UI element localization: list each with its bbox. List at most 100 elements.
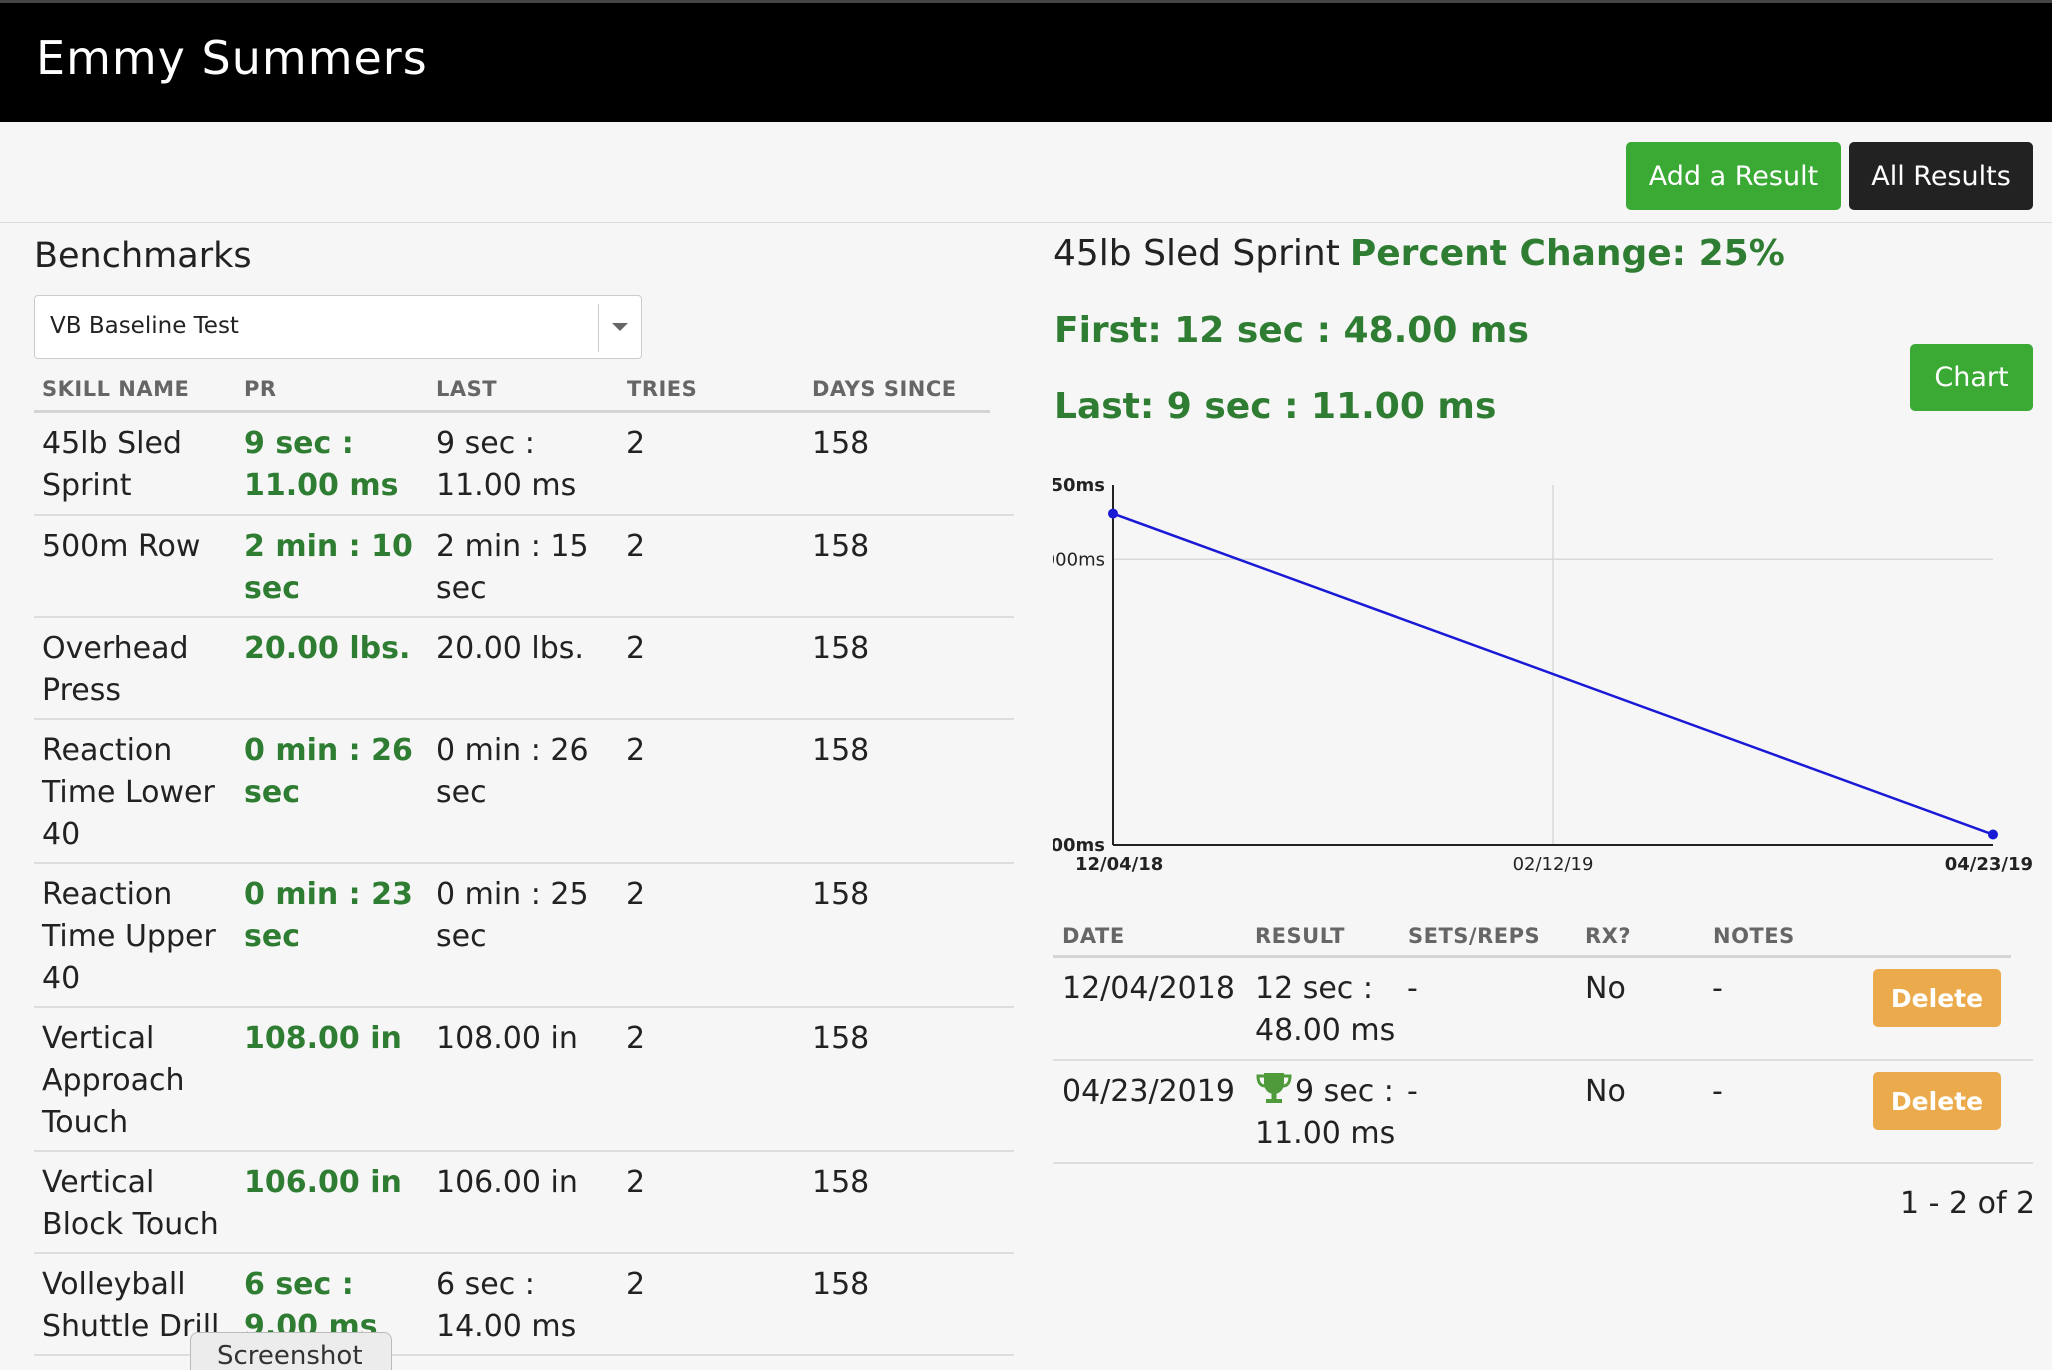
days-since-value: 158 — [812, 877, 870, 912]
pr-value: 108.00 in — [244, 1021, 402, 1056]
result-date: 04/23/2019 — [1062, 1074, 1235, 1109]
detail-skill-name: 45lb Sled Sprint — [1053, 233, 1340, 274]
days-since-value: 158 — [812, 1267, 870, 1302]
trophy-icon — [1256, 1073, 1292, 1103]
table-row[interactable]: Volleyball Shuttle Drill 6 sec : 9.00 ms… — [34, 1254, 1014, 1356]
days-since-value: 158 — [812, 426, 870, 461]
pr-value: 20.00 lbs. — [244, 631, 411, 666]
chart-y-tick-label: 000ms — [1053, 549, 1105, 570]
result-row[interactable]: 04/23/2019 9 sec : 11.00 ms - No - Delet… — [1053, 1061, 2033, 1164]
benchmark-select[interactable]: VB Baseline Test — [34, 295, 642, 359]
result-notes: - — [1712, 971, 1723, 1006]
all-results-button[interactable]: All Results — [1849, 142, 2033, 210]
days-since-value: 158 — [812, 733, 870, 768]
last-result: Last: 9 sec : 11.00 ms — [1054, 386, 1497, 427]
last-value: 106.00 in — [436, 1165, 578, 1200]
delete-button[interactable]: Delete — [1873, 1072, 2001, 1130]
benchmarks-heading: Benchmarks — [34, 236, 252, 276]
skill-name: Vertical Block Touch — [42, 1165, 219, 1242]
pr-value: 2 min : 10 sec — [244, 529, 413, 606]
results-header-divider — [1053, 955, 2011, 958]
col-result[interactable]: RESULT — [1255, 924, 1345, 948]
add-result-button[interactable]: Add a Result — [1626, 142, 1841, 210]
pr-value: 0 min : 26 sec — [244, 733, 413, 810]
last-value: 6 sec : 14.00 ms — [436, 1267, 577, 1344]
skill-name: Reaction Time Upper 40 — [42, 877, 216, 996]
table-row[interactable]: Vertical Approach Touch 108.00 in 108.00… — [34, 1008, 1014, 1152]
pr-value: 0 min : 23 sec — [244, 877, 413, 954]
result-value: 9 sec : 11.00 ms — [1255, 1074, 1396, 1151]
table-row[interactable]: Reaction Time Upper 40 0 min : 23 sec 0 … — [34, 864, 1014, 1008]
tries-value: 2 — [626, 426, 646, 461]
tries-value: 2 — [626, 877, 646, 912]
chart-data-point — [1108, 508, 1118, 519]
result-date: 12/04/2018 — [1062, 971, 1235, 1006]
chart-x-tick-label: 04/23/19 — [1945, 854, 2033, 875]
tries-value: 2 — [626, 1267, 646, 1302]
detail-heading: 45lb Sled Sprint Percent Change: 25% — [1053, 233, 1785, 274]
skill-name: 500m Row — [42, 529, 201, 564]
last-value: 0 min : 25 sec — [436, 877, 589, 954]
benchmark-select-value: VB Baseline Test — [50, 313, 239, 339]
skill-name: 45lb Sled Sprint — [42, 426, 182, 503]
table-row[interactable]: 45lb Sled Sprint 9 sec : 11.00 ms 9 sec … — [34, 413, 1014, 516]
result-rx: No — [1585, 1074, 1626, 1109]
chart-y-tick-label: 000ms — [1053, 835, 1105, 856]
pagination-summary: 1 - 2 of 2 — [1900, 1186, 2036, 1221]
chevron-down-icon[interactable] — [612, 323, 628, 331]
chart-x-tick-label: 12/04/18 — [1075, 854, 1163, 875]
pr-value: 106.00 in — [244, 1165, 402, 1200]
screenshot-tab[interactable]: Screenshot — [190, 1332, 392, 1370]
table-row[interactable]: Overhead Press 20.00 lbs. 20.00 lbs. 2 1… — [34, 618, 1014, 720]
tries-value: 2 — [626, 733, 646, 768]
tries-value: 2 — [626, 631, 646, 666]
col-rx[interactable]: RX? — [1585, 924, 1632, 948]
percent-change: Percent Change: 25% — [1349, 233, 1785, 274]
table-row[interactable]: Reaction Time Lower 40 0 min : 26 sec 0 … — [34, 720, 1014, 864]
skill-name: Overhead Press — [42, 631, 189, 708]
col-skill-name[interactable]: SKILL NAME — [42, 377, 190, 401]
action-bar: Add a Result All Results — [0, 122, 2052, 223]
col-date[interactable]: DATE — [1062, 924, 1125, 948]
skill-name: Reaction Time Lower 40 — [42, 733, 215, 852]
col-last[interactable]: LAST — [436, 377, 498, 401]
chart-series-line — [1112, 512, 1994, 836]
last-value: 0 min : 26 sec — [436, 733, 589, 810]
result-row[interactable]: 12/04/2018 12 sec : 48.00 ms - No - Dele… — [1053, 958, 2033, 1061]
result-sets-reps: - — [1407, 971, 1418, 1006]
col-pr[interactable]: PR — [244, 377, 277, 401]
pr-value: 9 sec : 11.00 ms — [244, 426, 399, 503]
col-days-since[interactable]: DAYS SINCE — [812, 377, 957, 401]
skill-name: Vertical Approach Touch — [42, 1021, 185, 1140]
col-tries[interactable]: TRIES — [627, 377, 698, 401]
table-row[interactable]: 500m Row 2 min : 10 sec 2 min : 15 sec 2… — [34, 516, 1014, 618]
top-bar: Emmy Summers — [0, 0, 2052, 122]
chart-button[interactable]: Chart — [1910, 344, 2033, 411]
col-notes[interactable]: NOTES — [1713, 924, 1795, 948]
tries-value: 2 — [626, 1165, 646, 1200]
tries-value: 2 — [626, 1021, 646, 1056]
col-sets-reps[interactable]: SETS/REPS — [1408, 924, 1541, 948]
last-value: 108.00 in — [436, 1021, 578, 1056]
chart-data-point — [1988, 829, 1998, 840]
skill-name: Volleyball Shuttle Drill — [42, 1267, 220, 1344]
select-divider — [598, 304, 599, 352]
table-row[interactable]: Vertical Block Touch 106.00 in 106.00 in… — [34, 1152, 1014, 1254]
tries-value: 2 — [626, 529, 646, 564]
chart-x-tick-label: 02/12/19 — [1513, 854, 1594, 875]
result-sets-reps: - — [1407, 1074, 1418, 1109]
days-since-value: 158 — [812, 1165, 870, 1200]
result-rx: No — [1585, 971, 1626, 1006]
athlete-name: Emmy Summers — [36, 31, 428, 85]
last-value: 2 min : 15 sec — [436, 529, 589, 606]
result-value: 12 sec : 48.00 ms — [1255, 971, 1396, 1048]
table-header-divider — [34, 410, 990, 413]
days-since-value: 158 — [812, 529, 870, 564]
delete-button[interactable]: Delete — [1873, 969, 2001, 1027]
chart-y-tick-label: 250ms — [1053, 475, 1105, 496]
first-result: First: 12 sec : 48.00 ms — [1054, 310, 1529, 351]
screenshot-tab-label: Screenshot — [217, 1341, 363, 1370]
days-since-value: 158 — [812, 631, 870, 666]
last-value: 9 sec : 11.00 ms — [436, 426, 577, 503]
